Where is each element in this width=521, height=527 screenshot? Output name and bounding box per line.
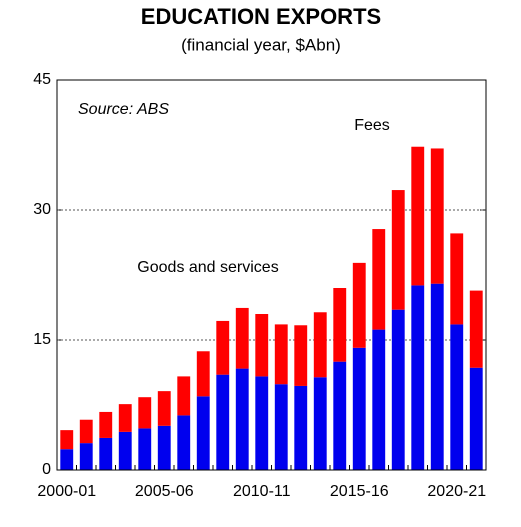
bar-segment xyxy=(469,290,483,368)
bar-segment xyxy=(411,146,425,286)
bar-segment xyxy=(333,288,347,362)
bar-segment xyxy=(450,233,464,325)
bar-segment xyxy=(235,368,249,470)
bar-segment xyxy=(177,415,191,470)
bar-segment xyxy=(60,430,74,450)
bar-segment xyxy=(469,367,483,470)
bar-segment xyxy=(216,320,230,375)
bar-segment xyxy=(99,411,113,438)
bar-segment xyxy=(138,428,152,470)
series-label: Fees xyxy=(354,117,390,134)
annotation: Source: ABS xyxy=(78,101,169,118)
bar-segment xyxy=(313,377,327,470)
bar-segment xyxy=(430,148,444,284)
series-label: Goods and services xyxy=(137,259,278,276)
bar-segment xyxy=(352,262,366,348)
bar-segment xyxy=(177,376,191,416)
chart-title: EDUCATION EXPORTS xyxy=(141,4,381,29)
bar-segment xyxy=(294,325,308,386)
bar-segment xyxy=(274,324,288,385)
bar-segment xyxy=(313,312,327,378)
bar-segment xyxy=(79,419,93,444)
x-tick-label: 2000-01 xyxy=(37,483,96,500)
bar-segment xyxy=(372,329,386,470)
chart-subtitle: (financial year, $Abn) xyxy=(181,35,341,54)
bar-segment xyxy=(196,351,210,397)
y-tick-label: 0 xyxy=(42,461,51,478)
x-tick-label: 2015-16 xyxy=(330,483,389,500)
bar-segment xyxy=(99,437,113,470)
bar-segment xyxy=(274,384,288,470)
bar-segment xyxy=(157,391,171,426)
bar-segment xyxy=(255,314,269,377)
bar-segment xyxy=(255,376,269,470)
plot-frame xyxy=(56,79,487,471)
bar-segment xyxy=(391,190,405,310)
bar-segment xyxy=(294,385,308,470)
y-tick-label: 45 xyxy=(33,71,51,88)
bar-segment xyxy=(79,443,93,470)
bar-segment xyxy=(157,425,171,470)
bar-segment xyxy=(216,374,230,470)
x-tick-label: 2005-06 xyxy=(135,483,194,500)
bar-segment xyxy=(333,361,347,470)
bar-segment xyxy=(138,397,152,429)
bar-segment xyxy=(430,283,444,470)
bar-segment xyxy=(60,449,74,470)
bar-segment xyxy=(118,431,132,470)
bar-segment xyxy=(118,404,132,432)
bar-segment xyxy=(372,229,386,330)
bar-segment xyxy=(196,396,210,470)
bar-segment xyxy=(411,285,425,470)
bar-segment xyxy=(235,307,249,369)
bar-segment xyxy=(391,309,405,470)
bar-segment xyxy=(450,324,464,470)
x-tick-label: 2020-21 xyxy=(427,483,486,500)
x-tick-label: 2010-11 xyxy=(233,483,291,500)
y-tick-label: 30 xyxy=(33,201,51,218)
bar-segment xyxy=(352,347,366,470)
y-tick-label: 15 xyxy=(33,331,51,348)
